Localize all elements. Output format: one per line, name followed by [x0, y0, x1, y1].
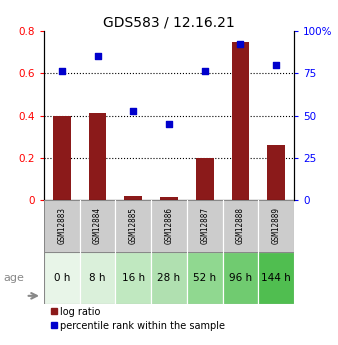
Bar — [53, 116, 71, 200]
Text: GSM12888: GSM12888 — [236, 207, 245, 245]
Point — [130, 109, 136, 114]
Bar — [258, 200, 294, 252]
Text: 96 h: 96 h — [229, 273, 252, 283]
Bar — [44, 200, 80, 252]
Text: GSM12884: GSM12884 — [93, 207, 102, 245]
Text: GSM12886: GSM12886 — [165, 207, 173, 245]
Text: log ratio: log ratio — [60, 307, 100, 317]
Text: 0 h: 0 h — [54, 273, 70, 283]
Text: 144 h: 144 h — [261, 273, 291, 283]
Point — [273, 62, 279, 68]
Point — [95, 54, 100, 59]
Bar — [160, 197, 178, 200]
Bar — [151, 252, 187, 304]
Text: 8 h: 8 h — [89, 273, 106, 283]
Bar — [89, 114, 106, 200]
Text: 16 h: 16 h — [122, 273, 145, 283]
Text: GSM12885: GSM12885 — [129, 207, 138, 245]
Bar — [267, 145, 285, 200]
Bar — [151, 200, 187, 252]
Bar — [258, 252, 294, 304]
Bar — [44, 252, 80, 304]
Text: 52 h: 52 h — [193, 273, 216, 283]
Point — [166, 121, 172, 127]
Text: GSM12889: GSM12889 — [272, 207, 281, 245]
Point — [59, 68, 65, 74]
Text: age: age — [3, 273, 24, 283]
Text: 28 h: 28 h — [158, 273, 180, 283]
Text: GSM12887: GSM12887 — [200, 207, 209, 245]
Point — [202, 68, 208, 74]
Bar — [187, 252, 223, 304]
Bar — [115, 252, 151, 304]
Bar — [196, 158, 214, 200]
Bar — [124, 196, 142, 200]
Bar — [80, 252, 115, 304]
Text: percentile rank within the sample: percentile rank within the sample — [60, 321, 225, 331]
Title: GDS583 / 12.16.21: GDS583 / 12.16.21 — [103, 16, 235, 30]
Bar — [223, 200, 258, 252]
Bar — [115, 200, 151, 252]
Bar — [187, 200, 223, 252]
Text: GSM12883: GSM12883 — [57, 207, 66, 245]
Bar — [80, 200, 115, 252]
Bar — [223, 252, 258, 304]
Point — [238, 41, 243, 47]
Bar — [232, 42, 249, 200]
